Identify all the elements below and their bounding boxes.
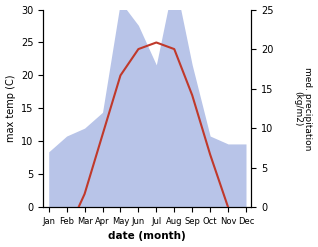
Y-axis label: med. precipitation
(kg/m2): med. precipitation (kg/m2)	[293, 67, 313, 150]
X-axis label: date (month): date (month)	[108, 231, 186, 242]
Y-axis label: max temp (C): max temp (C)	[5, 75, 16, 142]
